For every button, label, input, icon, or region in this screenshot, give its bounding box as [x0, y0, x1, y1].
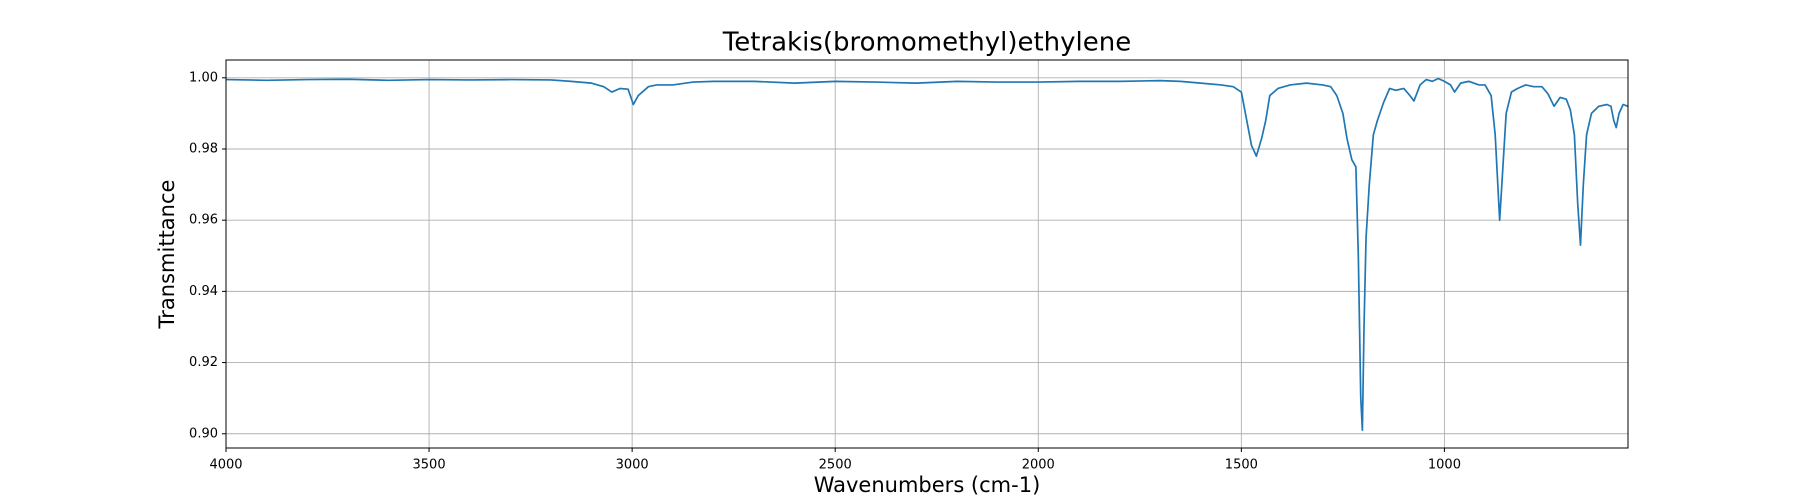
x-tick-label: 1000: [1428, 458, 1461, 473]
x-tick-label: 3000: [616, 458, 649, 473]
y-tick-label: 1.00: [189, 70, 218, 85]
y-tick-label: 0.94: [189, 284, 218, 299]
x-tick-label: 2500: [819, 458, 852, 473]
x-tick-label: 2000: [1022, 458, 1055, 473]
x-tick-label: 4000: [209, 458, 242, 473]
y-tick-label: 0.92: [189, 355, 218, 370]
y-tick-label: 0.90: [189, 426, 218, 441]
spectrum-line: [225, 77, 1629, 432]
plot-frame: [225, 59, 1629, 449]
y-tick-label: 0.98: [189, 141, 218, 156]
y-axis-label: Transmittance: [155, 180, 179, 330]
chart-title: Tetrakis(bromomethyl)ethylene: [722, 28, 1132, 58]
x-tick-label: 3500: [413, 458, 446, 473]
y-tick-label: 0.96: [189, 213, 218, 228]
x-tick-label: 1500: [1225, 458, 1258, 473]
x-axis-label: Wavenumbers (cm-1): [814, 473, 1041, 497]
